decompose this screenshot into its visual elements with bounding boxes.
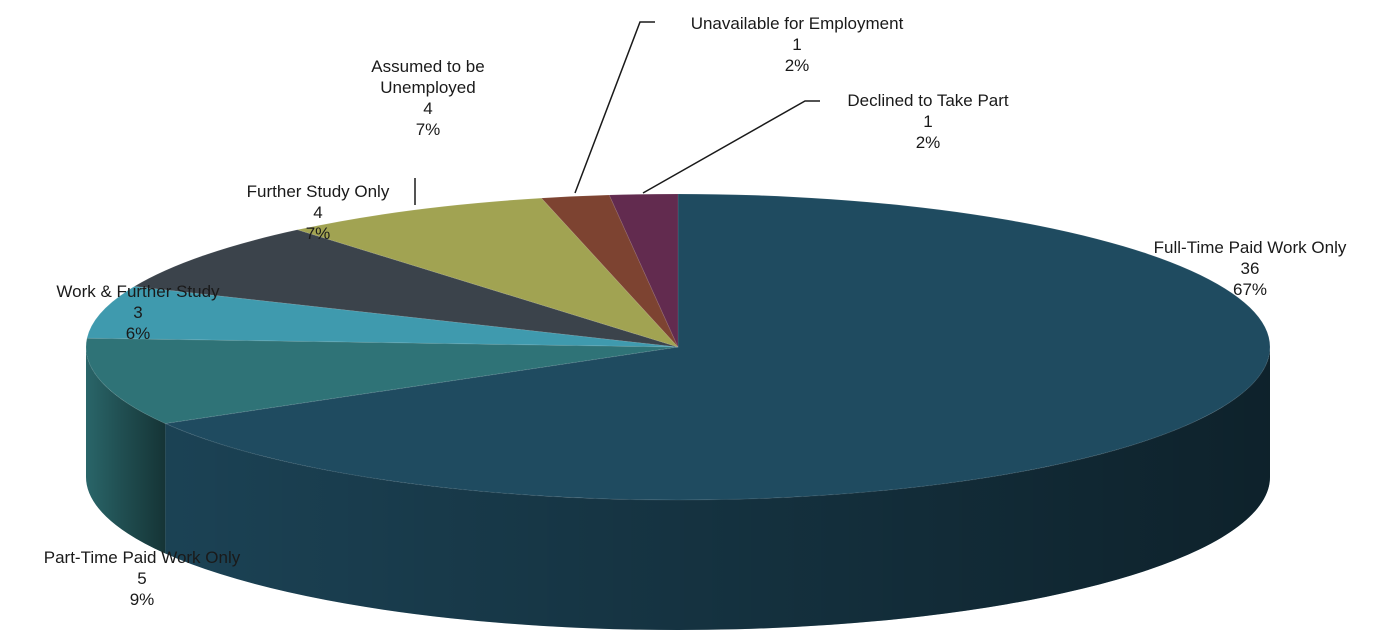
label-percent: 7% [306,224,331,243]
data-labels: Full-Time Paid Work Only 36 67% Part-Time P… [44,14,1347,609]
label-value: 4 [423,99,432,118]
label-percent: 6% [126,324,151,343]
data-label-unavailable-for-employment: Unavailable for Employment 1 2% [691,14,904,75]
label-percent: 9% [130,590,155,609]
data-label-assumed-to-be-unemployed: Assumed to be Unemployed 4 7% [371,57,484,139]
label-value: 1 [792,35,801,54]
label-category: Declined to Take Part [847,91,1009,110]
leader-lines [414,21,820,205]
label-category: Unavailable for Employment [691,14,904,33]
label-percent: 2% [916,133,941,152]
label-category: Part-Time Paid Work Only [44,548,241,567]
slice-declined-to-take-part[interactable] [608,193,679,348]
slice-full-time-paid-work-only[interactable] [163,193,1271,501]
label-value: 5 [137,569,146,588]
slice-further-study-only[interactable] [132,229,679,348]
pie-sides [86,347,1270,630]
leader-line-unavailable-for-employment [574,21,655,194]
data-label-declined-to-take-part: Declined to Take Part 1 2% [847,91,1009,152]
label-category: Assumed to be [371,57,484,76]
label-value: 36 [1241,259,1260,278]
data-label-work-and-further-study: Work & Further Study 3 6% [56,282,220,343]
label-category: Full-Time Paid Work Only [1154,238,1347,257]
slice-side-shade-full-time-paid-work-only [165,347,1270,630]
label-percent: 67% [1233,280,1267,299]
leader-line-declined-to-take-part [642,100,820,194]
label-category: Unemployed [380,78,475,97]
label-percent: 7% [416,120,441,139]
slice-assumed-to-be-unemployed[interactable] [295,197,680,349]
label-value: 1 [923,112,932,131]
data-label-further-study-only: Further Study Only 4 7% [247,182,390,243]
slice-work-and-further-study[interactable] [86,285,679,348]
slice-part-time-paid-work-only[interactable] [85,337,679,425]
label-category: Work & Further Study [56,282,220,301]
data-label-part-time-paid-work-only: Part-Time Paid Work Only 5 9% [44,548,241,609]
label-value: 4 [313,203,322,222]
label-category: Further Study Only [247,182,390,201]
data-label-full-time-paid-work-only: Full-Time Paid Work Only 36 67% [1154,238,1347,299]
slice-side-shade-part-time-paid-work-only [86,347,166,554]
slice-unavailable-for-employment[interactable] [540,194,679,348]
pie-tops [85,193,1271,501]
label-value: 3 [133,303,142,322]
label-percent: 2% [785,56,810,75]
